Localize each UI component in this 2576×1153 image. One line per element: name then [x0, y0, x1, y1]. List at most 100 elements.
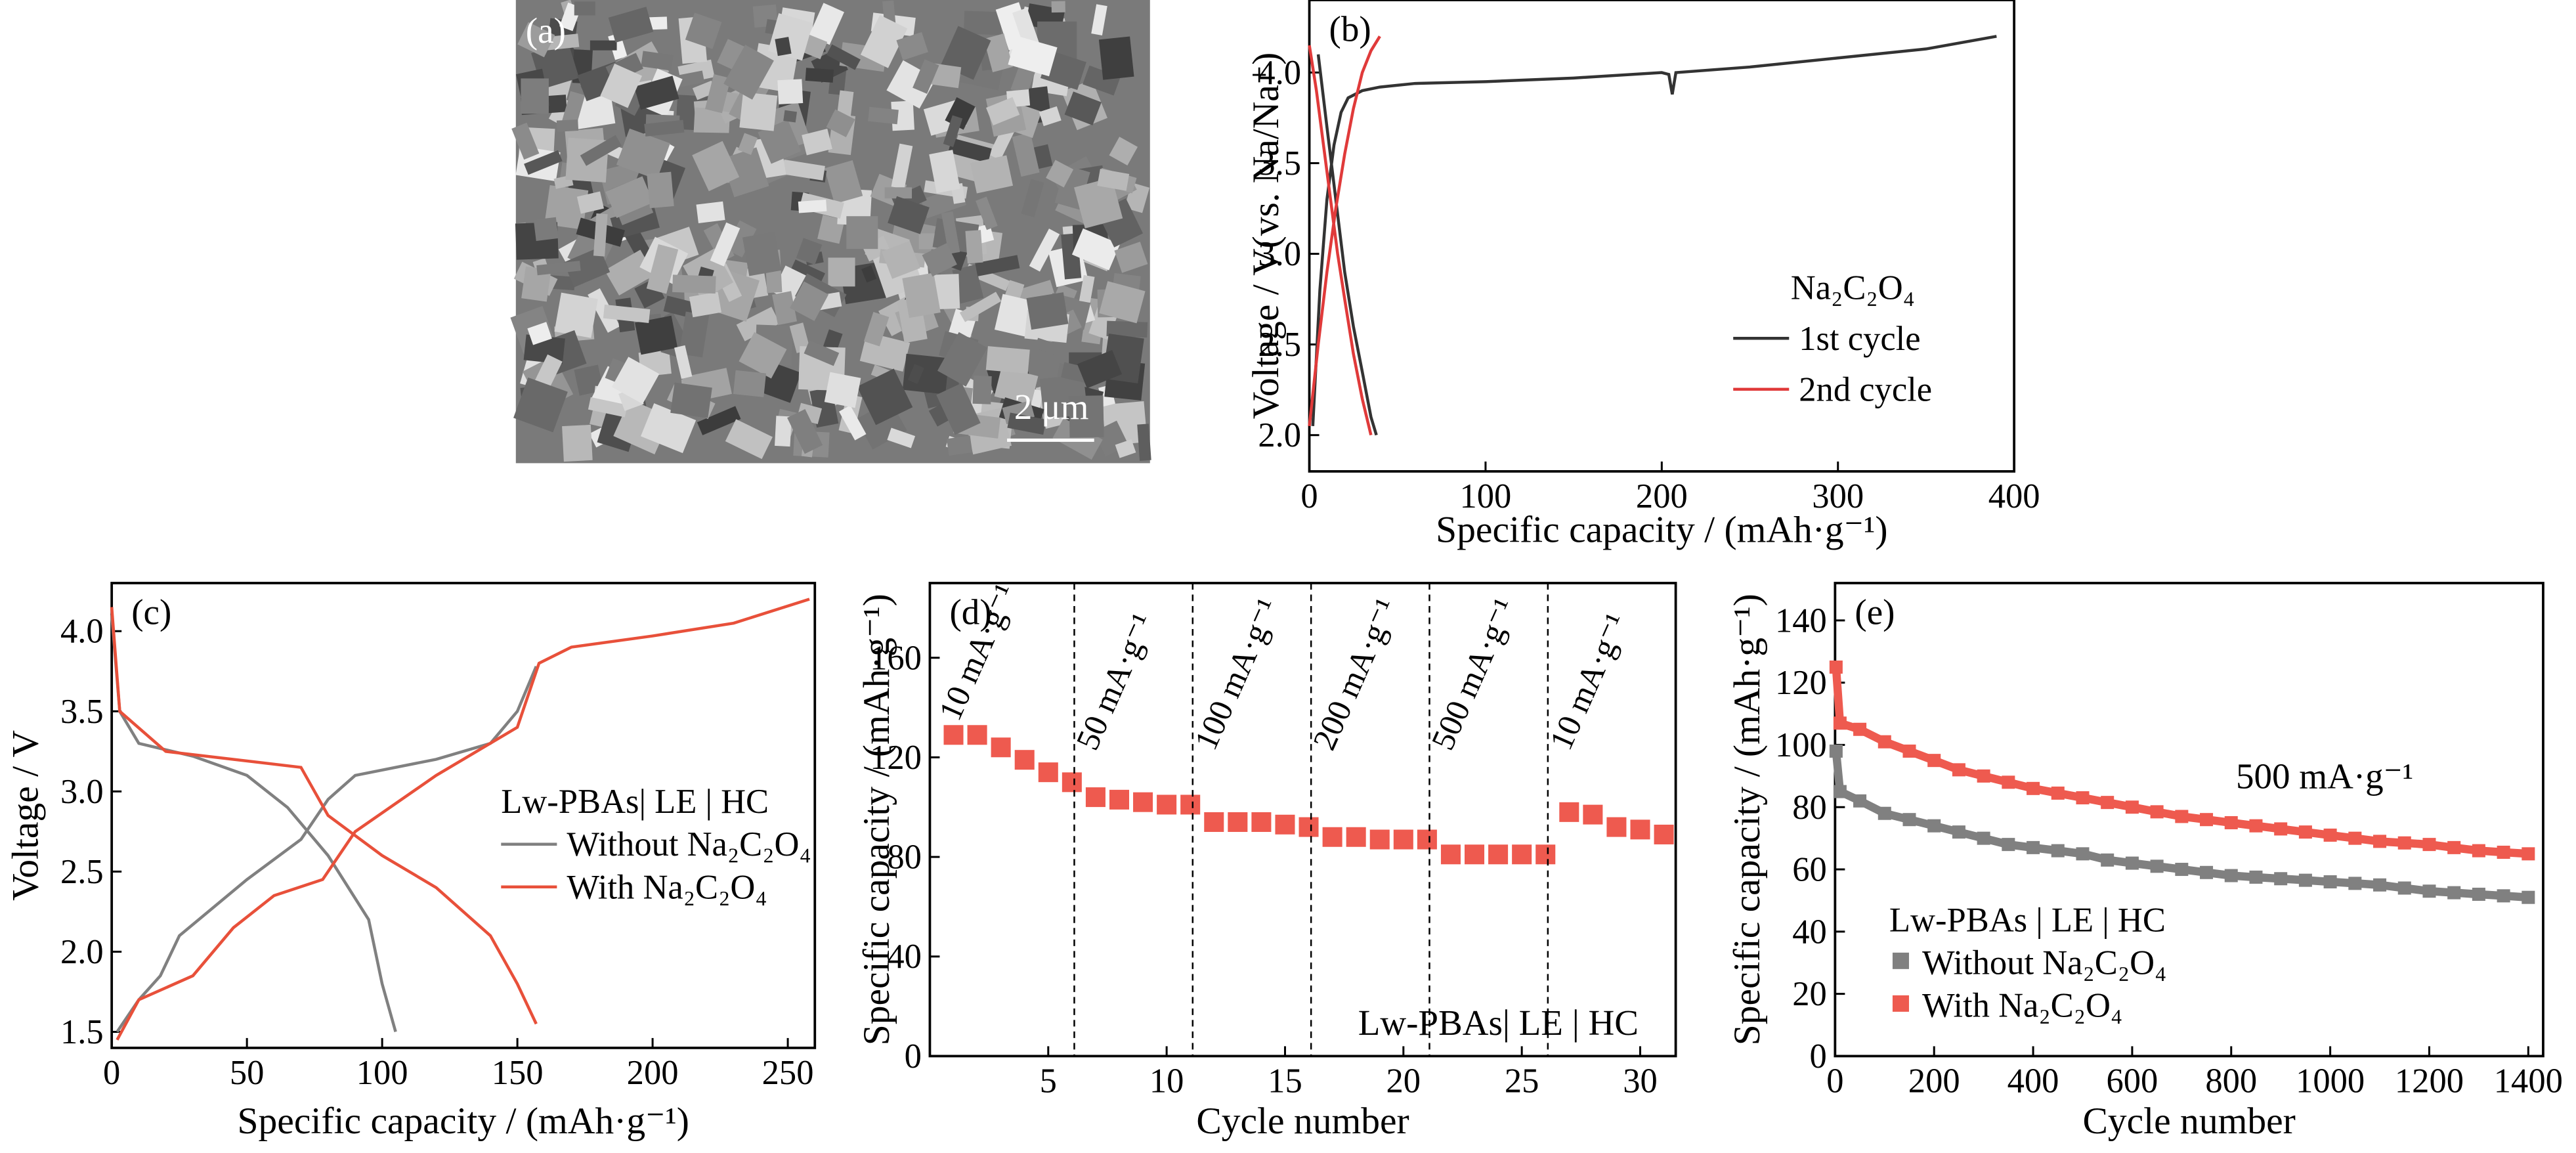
crystal — [742, 231, 782, 276]
x-axis-label: Cycle number — [2082, 1100, 2295, 1142]
y-tick-label: 140 — [1775, 601, 1827, 640]
crystal — [860, 14, 908, 68]
crystal — [809, 3, 844, 45]
crystal — [533, 217, 559, 242]
marker — [1952, 825, 1965, 839]
scale-bar-label: 2 μm — [1014, 387, 1089, 427]
marker — [1833, 716, 1847, 730]
marker — [2200, 865, 2214, 879]
crystal — [721, 147, 769, 198]
crystal — [804, 340, 840, 366]
marker — [1902, 813, 1916, 827]
y-tick-label: 100 — [1775, 726, 1827, 764]
crystal — [588, 397, 628, 418]
crystal — [536, 261, 581, 276]
crystal — [798, 199, 827, 213]
marker — [1559, 802, 1579, 822]
crystal — [562, 424, 593, 462]
panel-label: (e) — [1855, 592, 1895, 632]
x-tick-label: 300 — [1812, 477, 1864, 515]
legend-label: 1st cycle — [1799, 320, 1920, 358]
crystal — [888, 196, 930, 234]
marker — [2224, 816, 2238, 829]
crystal — [789, 322, 811, 353]
crystal — [685, 12, 722, 49]
x-tick-label: 15 — [1268, 1062, 1302, 1100]
x-tick-label: 5 — [1040, 1062, 1057, 1100]
crystal — [861, 265, 877, 283]
crystal — [777, 79, 804, 104]
x-tick-label: 200 — [1908, 1062, 1960, 1100]
crystal — [1012, 7, 1040, 49]
crystal — [972, 376, 992, 404]
crystal — [739, 92, 778, 131]
marker — [967, 725, 987, 745]
crystal — [1099, 281, 1146, 324]
crystal — [692, 141, 740, 192]
crystal — [672, 274, 716, 294]
crystal — [963, 11, 1002, 35]
marker — [2200, 813, 2214, 827]
marker — [2274, 822, 2288, 836]
crystal — [986, 97, 1020, 125]
crystal — [1109, 137, 1138, 165]
y-tick-label: 2.0 — [1258, 416, 1301, 454]
marker — [1829, 660, 1843, 674]
marker — [1583, 804, 1603, 825]
y-tick-label: 20 — [1792, 975, 1827, 1013]
crystal — [689, 292, 721, 318]
crystal — [970, 155, 1014, 194]
crystal — [691, 132, 732, 149]
y-tick-label: 2.5 — [60, 853, 104, 891]
crystal — [1098, 36, 1134, 80]
y-axis-label: Voltage / V — [5, 730, 47, 901]
crystal — [1035, 337, 1067, 358]
marker — [2051, 786, 2065, 800]
series-line — [110, 615, 538, 1033]
marker — [1228, 812, 1248, 833]
x-tick-label: 200 — [1636, 477, 1688, 515]
crystal — [802, 129, 832, 156]
x-tick-label: 0 — [1300, 477, 1318, 515]
marker — [2298, 825, 2312, 839]
crystal — [912, 59, 939, 94]
crystal — [517, 22, 555, 58]
crystal — [1114, 242, 1148, 273]
y-tick-label: 2.5 — [1258, 326, 1301, 364]
crystal — [604, 250, 655, 296]
crystal — [948, 137, 992, 163]
crystal — [580, 135, 622, 166]
crystal — [965, 230, 983, 264]
marker — [2373, 878, 2387, 892]
crystal — [521, 266, 551, 302]
marker — [991, 737, 1011, 758]
crystal — [513, 377, 568, 433]
crystal — [679, 311, 710, 358]
marker — [2397, 836, 2411, 850]
marker — [1157, 794, 1177, 815]
y-tick-label: 3.5 — [60, 693, 104, 731]
marker — [2298, 873, 2312, 887]
y-tick-label: 2.0 — [60, 933, 104, 971]
crystal — [710, 222, 741, 267]
y-tick-label: 3.0 — [1258, 235, 1301, 273]
marker — [2125, 800, 2139, 814]
rate-label: 200 mA·g⁻¹ — [1305, 593, 1404, 755]
x-tick-label: 100 — [356, 1054, 408, 1092]
marker — [1417, 829, 1437, 850]
crystal — [775, 37, 792, 56]
crystal — [1074, 177, 1123, 228]
marker — [1878, 806, 1891, 820]
crystal — [608, 33, 628, 60]
marker — [2101, 796, 2114, 810]
crystal — [725, 419, 773, 460]
marker — [1488, 844, 1509, 865]
marker — [2373, 835, 2387, 848]
crystal — [1077, 350, 1123, 389]
y-axis-label: Specific capacity / (mAh·g⁻¹) — [856, 594, 897, 1045]
crystal — [1071, 228, 1121, 271]
marker — [2076, 847, 2090, 861]
marker — [1902, 744, 1916, 758]
crystal — [527, 322, 552, 345]
